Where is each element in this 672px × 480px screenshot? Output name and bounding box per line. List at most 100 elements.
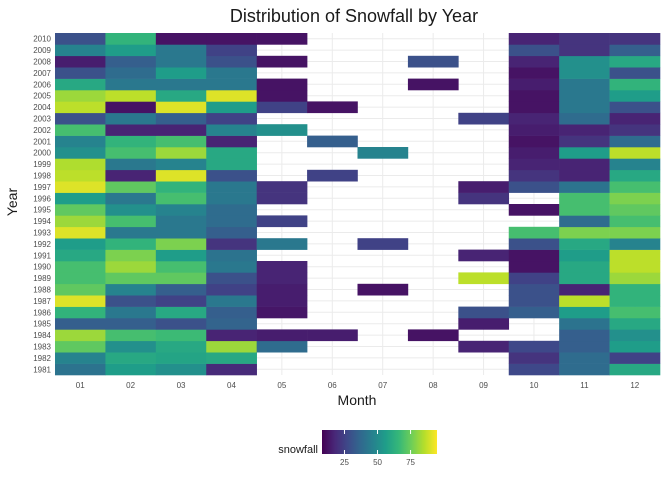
- heatmap-cell: [206, 124, 257, 136]
- y-tick-label: 2010: [33, 35, 51, 44]
- heatmap-cell: [155, 295, 207, 307]
- heatmap-cell: [155, 55, 207, 68]
- heatmap-cell: [609, 158, 661, 171]
- heatmap-cell: [155, 78, 207, 91]
- heatmap-cell: [508, 363, 560, 376]
- heatmap-cell: [155, 67, 207, 79]
- heatmap-cell: [55, 147, 106, 159]
- heatmap-cell: [458, 112, 510, 125]
- heatmap-cell: [155, 306, 207, 319]
- heatmap-cell: [559, 44, 610, 57]
- y-tick-label: 2007: [33, 69, 51, 78]
- heatmap-cell: [55, 67, 106, 79]
- heatmap-cell: [508, 55, 560, 68]
- y-tick-labels: 1981 1982 1983 1984 1985 1986 1987 1988 1989 1990…: [33, 35, 51, 375]
- heatmap-cell: [155, 135, 207, 148]
- heatmap-cell: [155, 272, 207, 285]
- heatmap-cell: [55, 204, 106, 216]
- heatmap-cell: [206, 101, 257, 114]
- heatmap-cell: [55, 363, 106, 376]
- y-tick-label: 2008: [33, 58, 51, 67]
- heatmap-cell: [105, 226, 157, 239]
- heatmap-cell: [407, 78, 459, 91]
- heatmap-cell: [256, 78, 308, 91]
- y-tick-label: 1987: [33, 297, 51, 306]
- heatmap-cell: [105, 55, 157, 68]
- heatmap-cell: [508, 135, 560, 148]
- heatmap-cell: [55, 44, 106, 57]
- heatmap-cell: [55, 226, 106, 239]
- heatmap-cell: [458, 192, 510, 205]
- heatmap-cell: [55, 192, 106, 205]
- heatmap-cell: [559, 272, 610, 285]
- heatmap-cell: [609, 226, 661, 239]
- heatmap-cell: [206, 363, 257, 376]
- heatmap-cell: [105, 215, 157, 228]
- heatmap-cell: [206, 44, 257, 57]
- heatmap-cell: [206, 226, 257, 239]
- heatmap-cell: [155, 283, 207, 296]
- heatmap-cell: [206, 78, 257, 91]
- heatmap-cell: [55, 90, 106, 102]
- heatmap-cell: [55, 78, 106, 91]
- heatmap-cell: [206, 90, 257, 102]
- heatmap-cell: [508, 272, 560, 285]
- heatmap-cell: [357, 283, 409, 296]
- heatmap-cell: [256, 261, 308, 273]
- y-tick-label: 1985: [33, 320, 51, 329]
- y-tick-label: 1982: [33, 354, 51, 363]
- heatmap-cell: [609, 90, 661, 102]
- heatmap-cell: [206, 295, 257, 307]
- heatmap-cell: [508, 90, 560, 102]
- heatmap-cell: [55, 318, 106, 330]
- heatmap-cell: [559, 181, 610, 193]
- y-tick-label: 2004: [33, 103, 51, 112]
- heatmap-cell: [105, 112, 157, 125]
- heatmap-cell: [155, 101, 207, 114]
- heatmap-cell: [559, 192, 610, 205]
- heatmap-cell: [105, 295, 157, 307]
- heatmap-cell: [508, 261, 560, 273]
- heatmap-cell: [559, 318, 610, 330]
- heatmap-cell: [105, 249, 157, 262]
- colorbar-ticks: 25 50 75: [340, 430, 416, 467]
- y-tick-label: 1981: [33, 365, 51, 374]
- y-tick-label: 1984: [33, 331, 51, 340]
- heatmap-cell: [105, 238, 157, 250]
- heatmap-cell: [559, 283, 610, 296]
- heatmap-cell: [609, 238, 661, 250]
- heatmap-cell: [206, 249, 257, 262]
- heatmap-cell: [407, 329, 459, 342]
- heatmap-cell: [155, 352, 207, 364]
- heatmap-cell: [559, 329, 610, 342]
- heatmap-cell: [609, 101, 661, 114]
- heatmap-cell: [105, 78, 157, 91]
- heatmap-cell: [508, 352, 560, 364]
- x-axis-title: Month: [338, 392, 377, 408]
- heatmap-cell: [357, 147, 409, 159]
- y-tick-label: 1999: [33, 160, 51, 169]
- heatmap-cell: [609, 352, 661, 364]
- heatmap-cell: [458, 272, 510, 285]
- heatmap-cell: [508, 112, 560, 125]
- heatmap-cell: [55, 261, 106, 273]
- y-tick-label: 1998: [33, 172, 51, 181]
- heatmap-cell: [559, 295, 610, 307]
- colorbar-title: snowfall: [278, 444, 318, 456]
- colorbar-gradient: [322, 430, 437, 454]
- heatmap-cell: [155, 44, 207, 57]
- heatmap-cell: [508, 33, 560, 45]
- heatmap-cell: [609, 78, 661, 91]
- heatmap-cell: [559, 306, 610, 319]
- heatmap-cell: [559, 215, 610, 228]
- y-tick-label: 2002: [33, 126, 51, 135]
- heatmap-cell: [105, 204, 157, 216]
- colorbar-legend: snowfall 25 50 75: [278, 430, 437, 467]
- heatmap-cell: [155, 158, 207, 171]
- heatmap-cell: [256, 272, 308, 285]
- heatmap-cell: [508, 67, 560, 79]
- y-tick-label: 1992: [33, 240, 51, 249]
- heatmap-cell: [55, 295, 106, 307]
- heatmap-cell: [155, 329, 207, 342]
- heatmap-cell: [155, 249, 207, 262]
